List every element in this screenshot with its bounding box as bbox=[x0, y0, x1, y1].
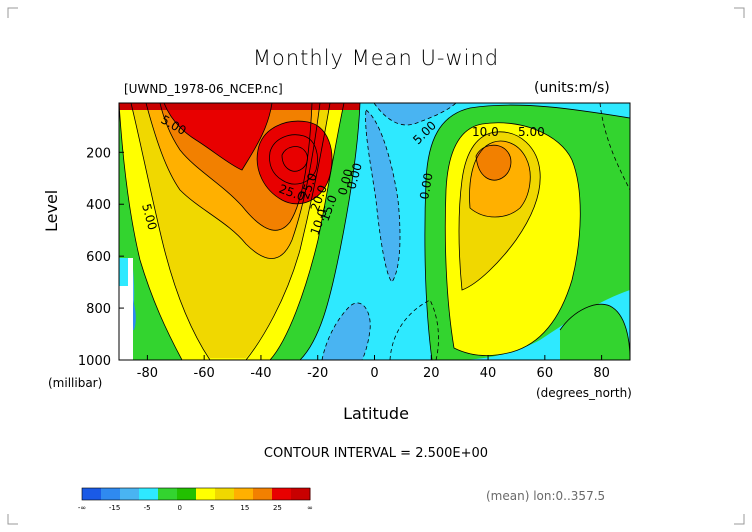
x-axis-ticks: -80 -60 -40 -20 0 20 40 60 80 bbox=[137, 355, 610, 381]
colorbar-label: -5 bbox=[144, 504, 151, 512]
y-tick-label: 200 bbox=[86, 146, 111, 161]
y-tick-label: 600 bbox=[86, 250, 111, 265]
contour-line bbox=[299, 103, 361, 360]
contour-line bbox=[424, 104, 630, 360]
contour-line bbox=[281, 146, 308, 172]
contour-line bbox=[130, 103, 211, 360]
contour-line bbox=[444, 122, 581, 356]
contour-line bbox=[256, 120, 333, 205]
colorbar-swatch bbox=[291, 488, 311, 500]
colorbar-swatch bbox=[272, 488, 292, 500]
jet-core-north bbox=[476, 145, 511, 181]
colorbar-label: -∞ bbox=[78, 504, 86, 512]
colorbar: -∞ -15 -5 0 5 15 25 ∞ bbox=[78, 487, 313, 512]
file-label: [UWND_1978-06_NCEP.nc] bbox=[124, 82, 283, 96]
contour-label: 0.00 bbox=[335, 167, 355, 196]
x-axis-unit: (degrees_north) bbox=[536, 386, 632, 400]
fill-band-0-5-north-polar bbox=[560, 304, 630, 360]
x-axis-label: Latitude bbox=[343, 404, 409, 423]
colorbar-swatch bbox=[139, 488, 159, 500]
jet-core-upper-south bbox=[164, 103, 272, 170]
x-tick-label: -60 bbox=[194, 366, 215, 381]
x-tick-label: -80 bbox=[137, 366, 158, 381]
x-tick-label: -40 bbox=[250, 366, 271, 381]
contour-line bbox=[475, 144, 512, 181]
footer-mean-text: (mean) lon:0..357.5 bbox=[486, 489, 606, 503]
contour-label: 5.00 bbox=[139, 202, 159, 231]
y-axis-ticks: 200 400 600 800 1000 bbox=[78, 146, 124, 369]
colorbar-swatch bbox=[234, 488, 254, 500]
colorbar-swatch bbox=[177, 488, 197, 500]
colorbar-swatch bbox=[196, 488, 216, 500]
contour-line bbox=[245, 103, 331, 360]
colorbar-frame bbox=[81, 487, 311, 501]
contour-line bbox=[119, 103, 183, 360]
contour-line bbox=[559, 304, 630, 360]
fill-band-neg5-lower bbox=[322, 302, 371, 360]
contour-line bbox=[321, 302, 371, 360]
contour-line bbox=[469, 140, 531, 218]
x-tick-label: 20 bbox=[423, 366, 440, 381]
y-axis-unit: (millibar) bbox=[48, 376, 103, 390]
contour-line bbox=[373, 103, 457, 126]
colorbar-label: 0 bbox=[177, 504, 181, 512]
contour-label: 0.00 bbox=[344, 161, 364, 190]
contour-label: 10.0 bbox=[472, 125, 499, 139]
x-tick-label: -20 bbox=[307, 366, 328, 381]
corner-marks bbox=[7, 7, 745, 525]
upper-tropopause-red bbox=[119, 103, 360, 110]
contour-line bbox=[145, 103, 321, 259]
contour-line bbox=[365, 109, 401, 283]
colorbar-swatch bbox=[101, 488, 121, 500]
contour-line bbox=[389, 299, 439, 360]
colorbar-swatch bbox=[253, 488, 273, 500]
colorbar-label: -15 bbox=[109, 504, 120, 512]
fill-band-neg5-equator bbox=[365, 110, 400, 282]
contour-line bbox=[599, 103, 630, 191]
contour-line bbox=[269, 103, 345, 360]
contour-label: 5.00 bbox=[518, 125, 545, 139]
x-tick-label: 0 bbox=[370, 366, 378, 381]
contour-label-group: 5.00 25.0 0.00 5.00 10.0 5.00 0.00 25.0 … bbox=[139, 112, 545, 237]
chart-title: Monthly Mean U-wind bbox=[252, 46, 500, 70]
y-tick-label: 800 bbox=[86, 302, 111, 317]
fill-band-neg5-south-pole-strip bbox=[133, 300, 136, 330]
colorbar-swatch bbox=[120, 488, 140, 500]
contour-interval-text: CONTOUR INTERVAL = 2.500E+00 bbox=[263, 446, 489, 461]
x-tick-label: 40 bbox=[480, 366, 497, 381]
contour-fill-layer bbox=[119, 103, 630, 360]
contour-line bbox=[458, 131, 541, 291]
fill-band-neg5-upper bbox=[374, 103, 456, 126]
colorbar-swatch bbox=[158, 488, 178, 500]
y-tick-label: 400 bbox=[86, 198, 111, 213]
colorbar-label: 25 bbox=[273, 504, 282, 512]
colorbar-label: ∞ bbox=[307, 504, 313, 512]
colorbar-label: 15 bbox=[240, 504, 249, 512]
x-tick-label: 80 bbox=[593, 366, 610, 381]
colorbar-swatch bbox=[82, 488, 102, 500]
colorbar-label: 5 bbox=[210, 504, 214, 512]
contour-line bbox=[269, 134, 318, 185]
missing-data-notch bbox=[119, 258, 128, 286]
contour-label: 0.00 bbox=[417, 172, 435, 201]
colorbar-swatch bbox=[215, 488, 235, 500]
x-tick-label: 60 bbox=[537, 366, 554, 381]
contour-line bbox=[159, 103, 313, 231]
y-tick-label: 1000 bbox=[78, 354, 111, 369]
contour-line bbox=[163, 103, 273, 171]
units-label: (units:m/s) bbox=[534, 80, 610, 96]
contour-lines bbox=[119, 103, 630, 360]
